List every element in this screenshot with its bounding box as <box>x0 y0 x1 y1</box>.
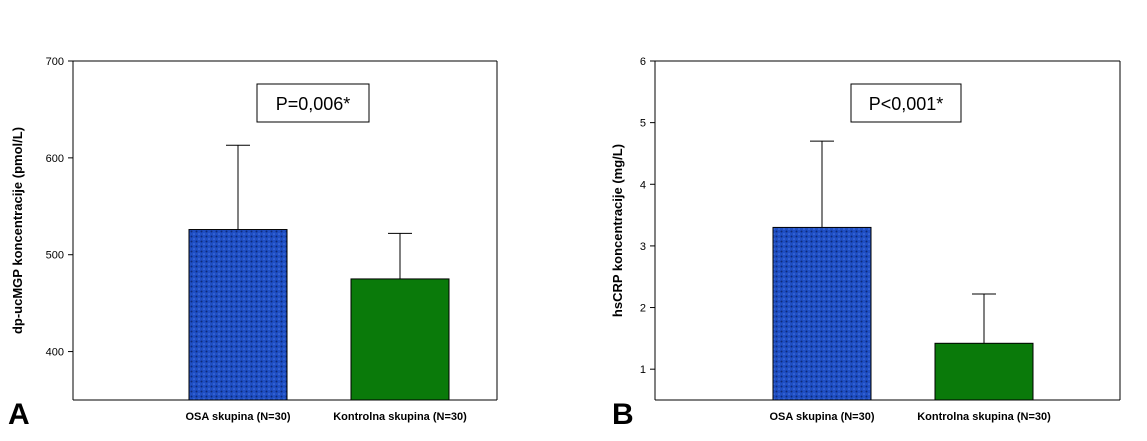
x-category-label: OSA skupina (N=30) <box>185 411 290 423</box>
bar-kontrolna <box>934 342 1034 401</box>
y-tick-label: 500 <box>46 250 64 262</box>
y-tick-label: 2 <box>640 303 646 315</box>
x-category-label: OSA skupina (N=30) <box>769 411 874 423</box>
y-tick-label: 700 <box>46 56 64 68</box>
y-tick-label: 400 <box>46 347 64 359</box>
y-tick-label: 6 <box>640 56 646 68</box>
y-tick-label: 3 <box>640 241 646 253</box>
bar-osa <box>188 229 288 401</box>
y-axis-label: dp-ucMGP koncentracije (pmol/L) <box>10 127 25 334</box>
p-value-box <box>850 83 962 123</box>
panel-letter: B <box>612 398 634 431</box>
p-value-text: P<0,001* <box>869 94 944 114</box>
bar-osa <box>772 226 872 401</box>
panel-letter: A <box>8 398 30 431</box>
chart-panel-b: 1 2 3 4 5 6 OSA skupina (N=30) Kontrolna skupin… <box>610 56 1121 431</box>
p-value-box <box>256 83 370 123</box>
y-axis-label: hsCRP koncentracije (mg/L) <box>610 144 625 317</box>
x-category-label: Kontrolna skupina (N=30) <box>917 411 1051 423</box>
y-tick-label: 1 <box>640 364 646 376</box>
p-value-text: P=0,006* <box>276 94 351 114</box>
chart-panel-a: 400 500 600 700 OSA skupina (N=30) Kontrolna … <box>8 56 498 431</box>
y-tick-label: 5 <box>640 118 646 130</box>
x-category-label: Kontrolna skupina (N=30) <box>333 411 467 423</box>
bar-kontrolna <box>350 278 450 401</box>
y-tick-label: 4 <box>640 179 646 191</box>
y-tick-label: 600 <box>46 153 64 165</box>
